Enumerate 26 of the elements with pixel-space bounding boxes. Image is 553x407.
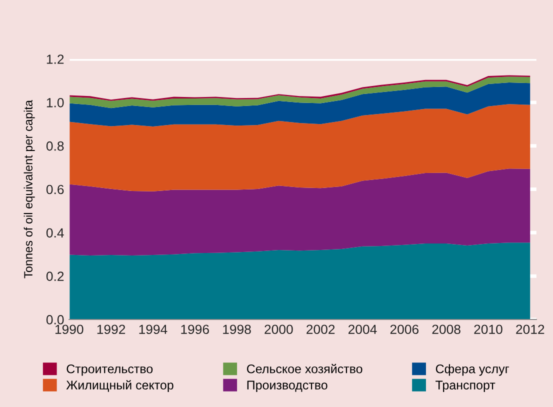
legend-label: Сельское хозяйство — [246, 364, 362, 374]
y-tick-label: 0.4 — [46, 228, 64, 238]
legend-label: Жилищный сектор — [66, 380, 174, 392]
y-tick-label: 0.6 — [46, 184, 64, 194]
y-tick-label: 0.2 — [46, 272, 64, 281]
legend-label: Транспорт — [436, 380, 496, 392]
x-tick-label: 1990 — [55, 324, 84, 334]
y-tick-label: 1.2 — [46, 54, 64, 64]
x-tick-label: 2000 — [264, 324, 293, 334]
x-tick-label: 1998 — [223, 324, 251, 334]
x-tick-label: 1992 — [97, 324, 126, 334]
x-tick-label: 2002 — [306, 324, 335, 334]
x-tick-label: 1996 — [181, 324, 209, 334]
y-axis-title: Tonnes of oil equivalent per capita — [24, 100, 35, 278]
legend-label: Сфера услуг — [436, 364, 510, 376]
legend-label: Производство — [247, 380, 328, 392]
x-tick-label: 2004 — [348, 324, 377, 334]
x-tick-label: 2012 — [516, 324, 544, 334]
y-tick-label: 1.0 — [46, 98, 64, 108]
x-tick-label: 2006 — [390, 324, 418, 334]
x-tick-label: 1994 — [139, 324, 168, 334]
x-tick-label: 2008 — [432, 324, 460, 334]
y-tick-label: 0.0 — [46, 315, 64, 324]
legend-label: Строительство — [66, 364, 153, 376]
x-tick-label: 2010 — [474, 324, 502, 334]
y-tick-label: 0.8 — [46, 141, 64, 151]
